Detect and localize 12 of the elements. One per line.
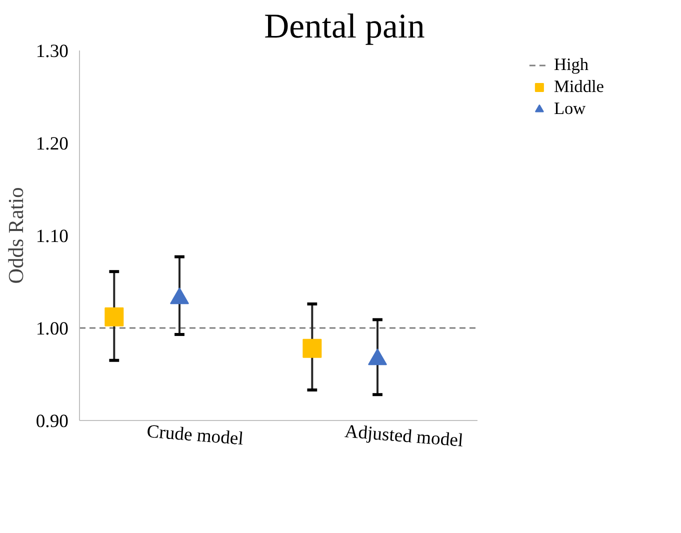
y-axis-title: Odds Ratio	[4, 187, 28, 284]
y-tick-label: 1.20	[36, 134, 69, 154]
y-tick-label: 1.10	[36, 226, 69, 247]
chart-title: Dental pain	[264, 8, 425, 46]
x-tick-label: Crude model	[146, 421, 244, 450]
x-tick-label: Adjusted model	[344, 421, 464, 452]
y-tick-label: 0.90	[36, 411, 69, 432]
legend-label: High	[554, 55, 589, 75]
legend-label: Middle	[554, 77, 604, 97]
legend-label: Low	[554, 99, 586, 119]
y-tick-label: 1.30	[36, 41, 69, 62]
y-tick-label: 1.00	[36, 318, 69, 340]
